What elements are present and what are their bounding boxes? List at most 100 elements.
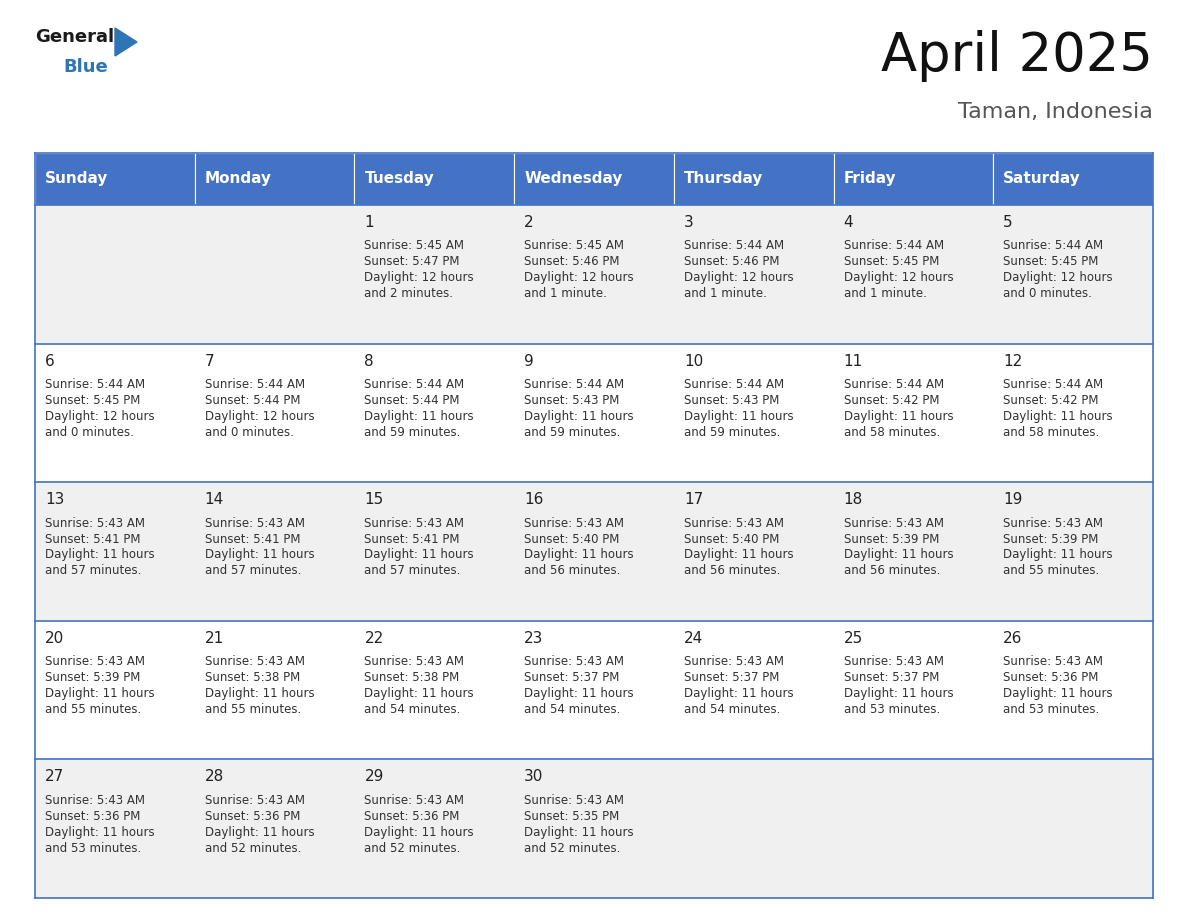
Text: Sunrise: 5:43 AM: Sunrise: 5:43 AM [524,794,624,807]
Text: 6: 6 [45,353,55,369]
Text: Daylight: 11 hours: Daylight: 11 hours [524,687,633,700]
Text: Sunset: 5:44 PM: Sunset: 5:44 PM [365,394,460,407]
Text: Sunrise: 5:44 AM: Sunrise: 5:44 AM [524,378,624,391]
Text: Sunset: 5:36 PM: Sunset: 5:36 PM [365,810,460,823]
Text: Sunset: 5:41 PM: Sunset: 5:41 PM [45,532,140,545]
Text: Daylight: 11 hours: Daylight: 11 hours [365,548,474,562]
Text: 27: 27 [45,769,64,784]
Text: 19: 19 [1004,492,1023,508]
Text: Daylight: 11 hours: Daylight: 11 hours [1004,548,1113,562]
Text: 26: 26 [1004,631,1023,645]
Text: Daylight: 12 hours: Daylight: 12 hours [524,271,633,285]
Text: Sunset: 5:43 PM: Sunset: 5:43 PM [684,394,779,407]
Text: Taman, Indonesia: Taman, Indonesia [959,102,1154,122]
Text: Daylight: 11 hours: Daylight: 11 hours [843,548,953,562]
Bar [195,153,354,205]
Text: Sunrise: 5:43 AM: Sunrise: 5:43 AM [365,794,465,807]
Text: Sunrise: 5:43 AM: Sunrise: 5:43 AM [204,655,304,668]
Text: 16: 16 [524,492,544,508]
Text: Sunset: 5:46 PM: Sunset: 5:46 PM [684,255,779,268]
Bar [34,759,195,898]
Bar [674,759,834,898]
Text: Sunrise: 5:43 AM: Sunrise: 5:43 AM [1004,517,1104,530]
Text: Tuesday: Tuesday [365,172,434,186]
Bar [674,205,834,343]
Text: Sunset: 5:36 PM: Sunset: 5:36 PM [1004,671,1099,684]
Text: and 0 minutes.: and 0 minutes. [45,426,134,439]
Text: Sunset: 5:37 PM: Sunset: 5:37 PM [684,671,779,684]
Text: 2: 2 [524,215,533,230]
Text: and 54 minutes.: and 54 minutes. [684,703,781,716]
Text: Sunset: 5:44 PM: Sunset: 5:44 PM [204,394,301,407]
Bar [514,621,674,759]
Bar [993,153,1154,205]
Text: Daylight: 11 hours: Daylight: 11 hours [1004,687,1113,700]
Text: 18: 18 [843,492,862,508]
Text: 9: 9 [524,353,533,369]
Bar [195,482,354,621]
Text: Daylight: 11 hours: Daylight: 11 hours [45,687,154,700]
Bar [34,205,195,343]
Text: Sunset: 5:45 PM: Sunset: 5:45 PM [45,394,140,407]
Text: and 55 minutes.: and 55 minutes. [204,703,301,716]
Text: Sunset: 5:45 PM: Sunset: 5:45 PM [1004,255,1099,268]
Text: Sunrise: 5:45 AM: Sunrise: 5:45 AM [524,240,624,252]
Text: 30: 30 [524,769,544,784]
Text: Sunrise: 5:43 AM: Sunrise: 5:43 AM [524,517,624,530]
Text: 4: 4 [843,215,853,230]
Text: Sunset: 5:45 PM: Sunset: 5:45 PM [843,255,939,268]
Text: Daylight: 11 hours: Daylight: 11 hours [1004,409,1113,423]
Text: Sunset: 5:42 PM: Sunset: 5:42 PM [1004,394,1099,407]
Text: and 54 minutes.: and 54 minutes. [365,703,461,716]
Text: Daylight: 12 hours: Daylight: 12 hours [204,409,315,423]
Text: Sunset: 5:42 PM: Sunset: 5:42 PM [843,394,939,407]
Text: Sunrise: 5:43 AM: Sunrise: 5:43 AM [365,517,465,530]
Bar [514,153,674,205]
Text: Sunrise: 5:44 AM: Sunrise: 5:44 AM [45,378,145,391]
Bar [674,153,834,205]
Text: Daylight: 11 hours: Daylight: 11 hours [524,825,633,839]
Text: and 0 minutes.: and 0 minutes. [204,426,293,439]
Text: 11: 11 [843,353,862,369]
Bar [834,621,993,759]
Text: Daylight: 11 hours: Daylight: 11 hours [45,548,154,562]
Text: Sunrise: 5:43 AM: Sunrise: 5:43 AM [684,655,784,668]
Text: and 58 minutes.: and 58 minutes. [843,426,940,439]
Text: and 52 minutes.: and 52 minutes. [365,842,461,855]
Text: and 59 minutes.: and 59 minutes. [524,426,620,439]
Text: Saturday: Saturday [1004,172,1081,186]
Bar [354,343,514,482]
Text: Sunrise: 5:44 AM: Sunrise: 5:44 AM [365,378,465,391]
Text: and 53 minutes.: and 53 minutes. [843,703,940,716]
Text: and 54 minutes.: and 54 minutes. [524,703,620,716]
Text: Blue: Blue [63,58,108,76]
Text: and 57 minutes.: and 57 minutes. [365,565,461,577]
Text: and 52 minutes.: and 52 minutes. [204,842,301,855]
Text: and 58 minutes.: and 58 minutes. [1004,426,1100,439]
Text: Daylight: 12 hours: Daylight: 12 hours [843,271,953,285]
Text: Sunset: 5:35 PM: Sunset: 5:35 PM [524,810,619,823]
Bar [354,153,514,205]
Text: Sunset: 5:37 PM: Sunset: 5:37 PM [843,671,939,684]
Text: 3: 3 [684,215,694,230]
Text: 12: 12 [1004,353,1023,369]
Bar [674,482,834,621]
Text: Daylight: 11 hours: Daylight: 11 hours [684,548,794,562]
Text: Daylight: 12 hours: Daylight: 12 hours [45,409,154,423]
Text: Sunrise: 5:43 AM: Sunrise: 5:43 AM [45,794,145,807]
Text: 23: 23 [524,631,544,645]
Text: 17: 17 [684,492,703,508]
Text: and 2 minutes.: and 2 minutes. [365,287,454,300]
Text: Sunset: 5:40 PM: Sunset: 5:40 PM [524,532,619,545]
Bar [834,153,993,205]
Bar [514,205,674,343]
Text: April 2025: April 2025 [881,30,1154,82]
Text: Daylight: 11 hours: Daylight: 11 hours [684,687,794,700]
Text: and 59 minutes.: and 59 minutes. [365,426,461,439]
Text: Sunrise: 5:43 AM: Sunrise: 5:43 AM [524,655,624,668]
Text: Daylight: 12 hours: Daylight: 12 hours [365,271,474,285]
Text: Sunday: Sunday [45,172,108,186]
Bar [195,759,354,898]
Text: Daylight: 11 hours: Daylight: 11 hours [365,825,474,839]
Text: Daylight: 11 hours: Daylight: 11 hours [843,687,953,700]
